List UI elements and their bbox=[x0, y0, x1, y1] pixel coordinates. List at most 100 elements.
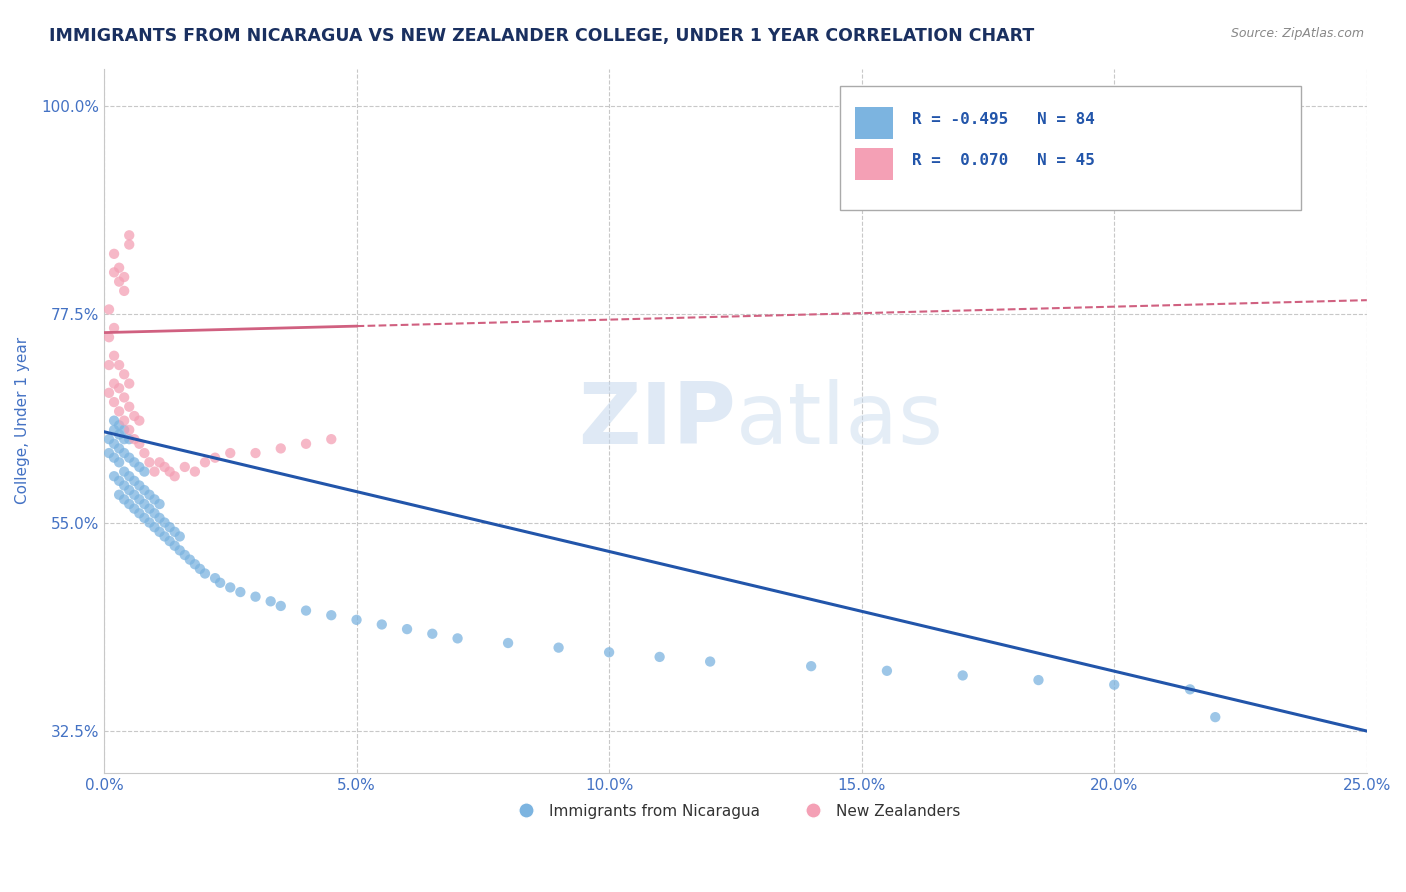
Point bbox=[173, 548, 195, 562]
Text: R =  0.070   N = 45: R = 0.070 N = 45 bbox=[912, 153, 1095, 169]
Point bbox=[124, 432, 146, 446]
Point bbox=[124, 488, 146, 502]
Point bbox=[118, 483, 141, 497]
Point bbox=[112, 492, 135, 507]
Point bbox=[699, 655, 721, 669]
Point bbox=[496, 636, 519, 650]
Point bbox=[112, 478, 135, 492]
Point bbox=[143, 492, 166, 507]
Point bbox=[148, 524, 170, 539]
Point bbox=[112, 465, 135, 479]
Point bbox=[204, 450, 226, 465]
FancyBboxPatch shape bbox=[841, 87, 1301, 211]
Point bbox=[128, 506, 150, 520]
Point bbox=[204, 571, 226, 585]
Point bbox=[103, 349, 125, 363]
Point bbox=[118, 237, 141, 252]
Point bbox=[112, 446, 135, 460]
Point bbox=[396, 622, 419, 636]
Text: atlas: atlas bbox=[735, 379, 943, 462]
Point bbox=[1204, 710, 1226, 724]
Point bbox=[118, 432, 141, 446]
Point bbox=[134, 483, 156, 497]
Point bbox=[108, 381, 131, 395]
FancyBboxPatch shape bbox=[855, 148, 893, 180]
Point bbox=[128, 414, 150, 428]
Point bbox=[148, 511, 170, 525]
Point bbox=[876, 664, 898, 678]
Point bbox=[245, 590, 267, 604]
Point bbox=[270, 442, 292, 456]
Point bbox=[103, 414, 125, 428]
Point bbox=[124, 409, 146, 423]
Point bbox=[118, 228, 141, 243]
Point bbox=[547, 640, 569, 655]
Point bbox=[420, 626, 443, 640]
Point bbox=[1028, 673, 1050, 687]
Point bbox=[184, 558, 207, 572]
Point bbox=[952, 668, 974, 682]
Point bbox=[108, 427, 131, 442]
Point bbox=[153, 529, 176, 543]
Point bbox=[153, 459, 176, 474]
Point bbox=[128, 459, 150, 474]
Point bbox=[108, 442, 131, 456]
Point bbox=[179, 552, 201, 566]
Point bbox=[143, 520, 166, 534]
Point bbox=[138, 501, 160, 516]
Point bbox=[103, 437, 125, 451]
Point bbox=[112, 391, 135, 405]
Point bbox=[321, 608, 343, 623]
Point bbox=[260, 594, 283, 608]
Point bbox=[194, 566, 217, 581]
Point bbox=[173, 459, 195, 474]
Point bbox=[98, 385, 121, 400]
Point bbox=[108, 358, 131, 372]
Text: IMMIGRANTS FROM NICARAGUA VS NEW ZEALANDER COLLEGE, UNDER 1 YEAR CORRELATION CHA: IMMIGRANTS FROM NICARAGUA VS NEW ZEALAND… bbox=[49, 27, 1035, 45]
Point bbox=[112, 368, 135, 382]
Point bbox=[598, 645, 620, 659]
Point bbox=[209, 575, 232, 590]
Point bbox=[219, 446, 242, 460]
Point bbox=[118, 423, 141, 437]
Point bbox=[148, 497, 170, 511]
Point bbox=[270, 599, 292, 613]
Point bbox=[108, 488, 131, 502]
Point bbox=[103, 395, 125, 409]
Point bbox=[138, 516, 160, 530]
Point bbox=[108, 275, 131, 289]
Point bbox=[138, 455, 160, 469]
Point bbox=[153, 516, 176, 530]
Point bbox=[98, 358, 121, 372]
Point bbox=[194, 455, 217, 469]
Point bbox=[134, 465, 156, 479]
Point bbox=[295, 604, 318, 618]
Point bbox=[295, 437, 318, 451]
Y-axis label: College, Under 1 year: College, Under 1 year bbox=[15, 337, 30, 504]
Point bbox=[98, 446, 121, 460]
Point bbox=[800, 659, 823, 673]
Point bbox=[128, 437, 150, 451]
Point bbox=[112, 414, 135, 428]
Point bbox=[108, 404, 131, 418]
Point bbox=[118, 497, 141, 511]
Legend: Immigrants from Nicaragua, New Zealanders: Immigrants from Nicaragua, New Zealander… bbox=[505, 797, 966, 825]
Point bbox=[124, 474, 146, 488]
Point bbox=[134, 497, 156, 511]
FancyBboxPatch shape bbox=[855, 107, 893, 139]
Point bbox=[219, 581, 242, 595]
Point bbox=[128, 492, 150, 507]
Point bbox=[143, 465, 166, 479]
Point bbox=[103, 469, 125, 483]
Text: R = -0.495   N = 84: R = -0.495 N = 84 bbox=[912, 112, 1095, 128]
Point bbox=[103, 423, 125, 437]
Point bbox=[108, 418, 131, 433]
Point bbox=[159, 520, 181, 534]
Point bbox=[159, 465, 181, 479]
Point bbox=[103, 265, 125, 279]
Point bbox=[1178, 682, 1201, 697]
Point bbox=[98, 330, 121, 344]
Point bbox=[138, 488, 160, 502]
Point bbox=[108, 455, 131, 469]
Point bbox=[446, 632, 468, 646]
